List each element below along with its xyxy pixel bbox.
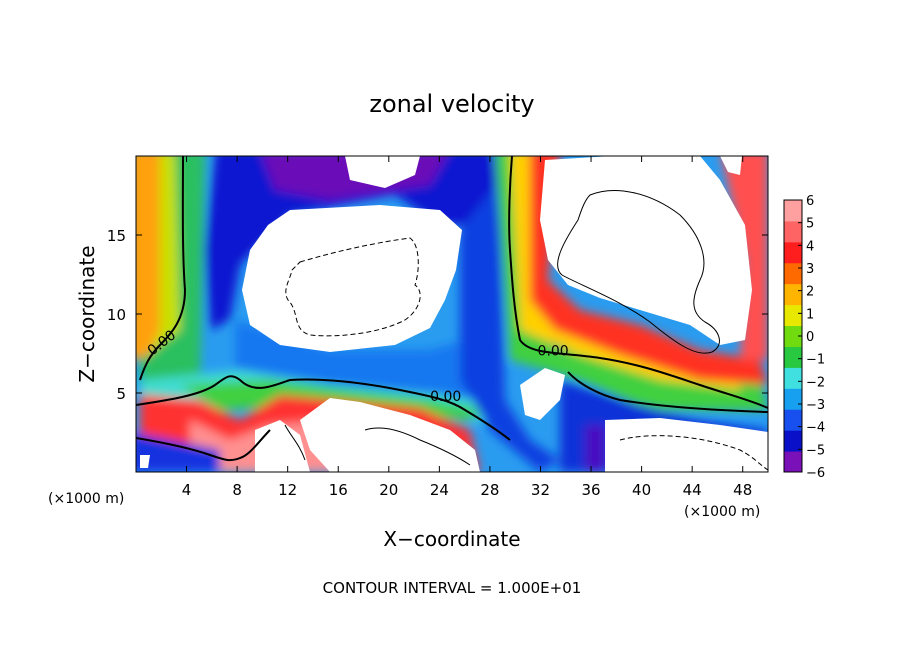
- colorbar-tick-label: −3: [806, 398, 825, 413]
- contour-label: 0.00: [430, 389, 461, 405]
- colorbar-swatch: [784, 304, 802, 327]
- contour-thin-lower-center: [364, 427, 471, 466]
- white-region-notch: [520, 368, 565, 420]
- y-tick-label: 10: [107, 306, 126, 324]
- x-tick-label: 44: [683, 481, 702, 499]
- colorbar-tick-label: 1: [806, 307, 814, 322]
- white-region-top-center: [345, 156, 420, 188]
- contour-interval-note: CONTOUR INTERVAL = 1.000E+01: [323, 579, 582, 597]
- colorbar-tick-label: 4: [806, 239, 814, 254]
- colorbar-tick-label: 6: [806, 194, 814, 209]
- colorbar-swatch: [784, 241, 802, 264]
- x-tick-label: 32: [531, 481, 550, 499]
- colorbar-swatch: [784, 220, 802, 243]
- chart-title: zonal velocity: [369, 90, 534, 118]
- saturated-regions: [140, 156, 768, 472]
- field-right-red: [530, 156, 768, 385]
- field-left-green: [140, 156, 205, 390]
- colorbar-tick-label: 0: [806, 330, 814, 345]
- white-region-top-right: [720, 156, 742, 175]
- x-tick-label: 40: [632, 481, 651, 499]
- y-axis-ticks: 5 10 15: [107, 227, 768, 403]
- colorbar-tick-label: −1: [806, 353, 825, 368]
- x-tick-label: 24: [430, 481, 449, 499]
- x-tick-label: 8: [232, 481, 242, 499]
- colorbar-swatch: [784, 430, 802, 452]
- colorbar-tick-label: 3: [806, 262, 814, 277]
- contour-zero-lower: [136, 375, 511, 441]
- colorbar-tick-label: −4: [806, 421, 825, 436]
- colorbar-tick-label: −2: [806, 375, 825, 390]
- x-tick-label: 48: [733, 481, 752, 499]
- y-tick-label: 5: [116, 385, 126, 403]
- plot-area: 0.00 0.000.00: [136, 156, 768, 472]
- colorbar-swatch: [784, 262, 802, 285]
- contour-thin-lower-left: [284, 424, 306, 461]
- x-tick-label: 28: [480, 481, 499, 499]
- y-tick-label: 15: [107, 227, 126, 245]
- y-axis-title: Z−coordinate: [75, 245, 99, 382]
- colorbar-swatch: [784, 283, 802, 306]
- y-unit-label: (×1000 m): [48, 491, 124, 507]
- contour-zero-bottom: [136, 429, 271, 462]
- white-region-center: [242, 205, 462, 352]
- x-tick-label: 12: [278, 481, 297, 499]
- field-center-column: [460, 180, 560, 472]
- colorbar-swatch: [784, 200, 802, 222]
- white-region-upper-right: [540, 156, 752, 345]
- white-region-lower-right: [605, 418, 768, 472]
- colorbar-tick-label: −6: [806, 466, 825, 481]
- colorbar-swatch: [784, 346, 802, 368]
- colorbar-swatch: [784, 325, 802, 347]
- colorbar-tick-label: 2: [806, 285, 814, 300]
- contour-label: 0.00: [538, 343, 569, 359]
- white-region-lower-left: [255, 420, 310, 472]
- colorbar-tick-label: −5: [806, 443, 825, 458]
- white-region-bottom-left: [140, 455, 150, 468]
- colorbar-swatch: [784, 409, 802, 431]
- contour-lines: [136, 156, 768, 471]
- contour-zero-right: [508, 156, 768, 409]
- contour-thin-upper-right: [557, 190, 720, 354]
- field-bottom-blue: [136, 433, 220, 472]
- x-tick-label: 16: [329, 481, 348, 499]
- colorbar-swatch: [784, 451, 802, 473]
- x-unit-label: (×1000 m): [684, 504, 760, 520]
- colorbar-tick-label: 5: [806, 217, 814, 232]
- field-top-blue: [205, 156, 500, 330]
- colorbar-swatch: [784, 388, 802, 410]
- colorbar-swatch: [784, 367, 802, 389]
- white-region-lower-center: [300, 398, 480, 472]
- field-lower-right-purple: [585, 425, 605, 472]
- contour-zero-center-column: [567, 371, 768, 413]
- x-axis-ticks: 4 8 12 16 20 24 28 32 36 40 44 48: [182, 156, 752, 499]
- x-tick-label: 36: [581, 481, 600, 499]
- x-tick-label: 20: [379, 481, 398, 499]
- colorbar: 6 5 4 3 2 1 0 −1 −2 −3 −4 −5 −6: [783, 194, 825, 481]
- contour-dashed-center: [285, 237, 421, 337]
- contour-zero-left: [139, 156, 187, 381]
- x-axis-title: X−coordinate: [383, 527, 520, 551]
- x-tick-label: 4: [182, 481, 192, 499]
- contour-dashed-lower-right: [619, 435, 768, 471]
